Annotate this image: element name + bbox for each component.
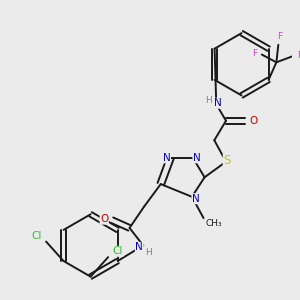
Text: S: S [223, 154, 231, 167]
Text: O: O [100, 214, 108, 224]
Text: H: H [205, 96, 212, 105]
Text: H: H [145, 248, 152, 257]
Text: N: N [163, 153, 170, 163]
Text: F: F [252, 49, 257, 58]
Text: CH₃: CH₃ [205, 219, 222, 228]
Text: Cl: Cl [31, 231, 41, 241]
Text: N: N [135, 242, 143, 252]
Text: N: N [214, 98, 222, 108]
Text: F: F [277, 32, 282, 41]
Text: N: N [193, 153, 201, 163]
Text: Cl: Cl [113, 246, 123, 256]
Text: N: N [192, 194, 200, 204]
Text: O: O [249, 116, 257, 126]
Text: F: F [297, 51, 300, 60]
